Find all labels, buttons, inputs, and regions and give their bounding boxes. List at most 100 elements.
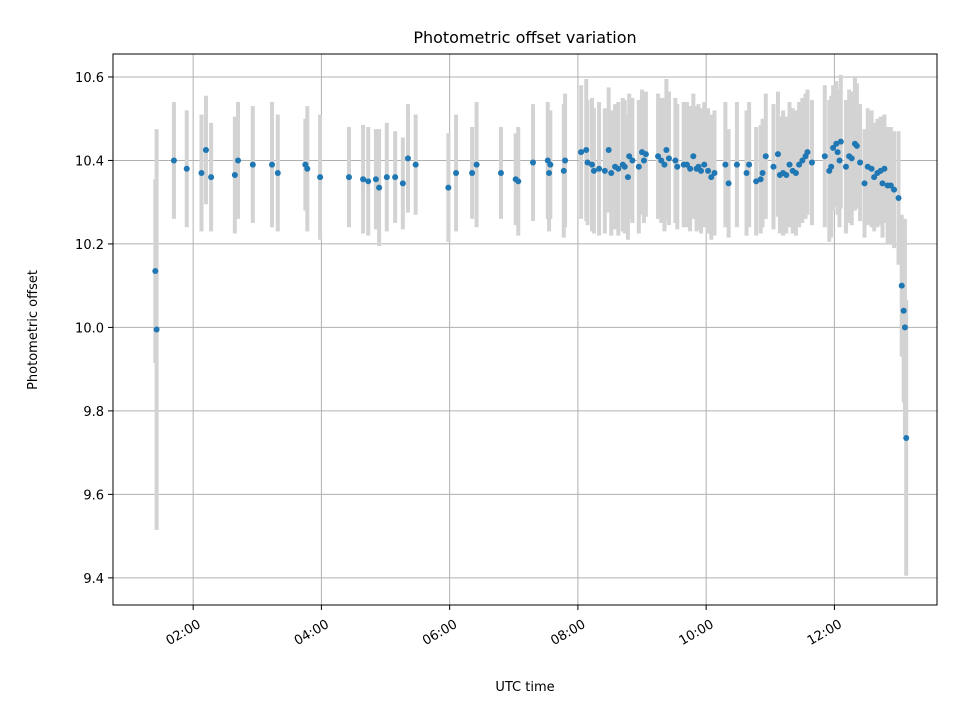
data-point (868, 165, 875, 172)
chart-title: Photometric offset variation (413, 28, 636, 47)
data-point (152, 268, 159, 275)
data-point (725, 180, 732, 187)
data-points (152, 138, 910, 442)
data-point (360, 176, 367, 183)
x-tick-label: 02:00 (164, 617, 204, 649)
data-point (372, 176, 379, 183)
data-point (583, 147, 590, 154)
data-point (683, 161, 690, 168)
data-point (560, 167, 567, 174)
data-point (624, 174, 631, 181)
data-point (601, 167, 608, 174)
x-tick-label: 06:00 (420, 617, 460, 649)
data-point (663, 147, 670, 154)
data-point (887, 182, 894, 189)
data-point (621, 163, 628, 170)
data-point (853, 142, 860, 149)
data-point (830, 144, 837, 151)
data-point (153, 326, 160, 333)
data-point (711, 169, 718, 176)
data-point (661, 161, 668, 168)
data-point (615, 165, 622, 172)
data-point (547, 161, 554, 168)
data-point (629, 157, 636, 164)
data-point (762, 153, 769, 160)
data-point (665, 155, 672, 162)
data-point (770, 163, 777, 170)
data-point (879, 180, 886, 187)
data-point (898, 282, 905, 289)
data-point (836, 157, 843, 164)
x-tick-label: 10:00 (677, 617, 717, 649)
data-point (687, 165, 694, 172)
data-point (202, 147, 209, 154)
data-point (834, 149, 841, 156)
data-point (198, 169, 205, 176)
data-point (392, 174, 399, 181)
y-axis: 9.4 9.6 9.8 10.0 10.2 10.4 10.6 (75, 71, 113, 587)
data-point (674, 163, 681, 170)
data-point (635, 163, 642, 170)
y-tick-label: 9.8 (83, 405, 104, 420)
data-point (833, 140, 840, 147)
data-point (170, 157, 177, 164)
data-point (404, 155, 411, 162)
data-point (658, 157, 665, 164)
data-point (642, 151, 649, 158)
data-point (705, 167, 712, 174)
data-point (672, 157, 679, 164)
data-point (365, 178, 372, 185)
data-point (861, 180, 868, 187)
data-point (626, 153, 633, 160)
data-point (698, 167, 705, 174)
data-point (235, 157, 242, 164)
data-point (473, 161, 480, 168)
data-point (828, 163, 835, 170)
error-bars (153, 74, 909, 576)
data-point (578, 149, 585, 156)
data-point (690, 153, 697, 160)
data-point (515, 178, 522, 185)
data-point (871, 174, 878, 181)
data-point (759, 169, 766, 176)
x-tick-label: 12:00 (805, 617, 845, 649)
data-point (900, 307, 907, 314)
data-point (796, 161, 803, 168)
data-point (821, 153, 828, 160)
data-point (376, 184, 383, 191)
data-point (837, 138, 844, 145)
data-point (722, 161, 729, 168)
data-point (453, 169, 460, 176)
y-tick-label: 10.0 (75, 321, 104, 336)
data-point (783, 172, 790, 179)
data-point (701, 161, 708, 168)
data-point (708, 174, 715, 181)
y-tick-label: 10.4 (75, 154, 104, 169)
x-tick-label: 04:00 (292, 617, 332, 649)
data-point (786, 161, 793, 168)
data-point (746, 161, 753, 168)
data-point (608, 169, 615, 176)
y-axis-label: Photometric offset (26, 270, 41, 390)
y-tick-label: 10.6 (75, 71, 104, 86)
data-point (304, 165, 311, 172)
data-point (469, 169, 476, 176)
data-point (231, 172, 238, 179)
data-point (848, 155, 855, 162)
data-point (881, 165, 888, 172)
data-point (655, 153, 662, 160)
data-point (383, 174, 390, 181)
data-point (792, 169, 799, 176)
data-point (445, 184, 452, 191)
data-point (774, 151, 781, 158)
data-point (274, 169, 281, 176)
data-point (269, 161, 276, 168)
data-point (804, 149, 811, 156)
y-tick-label: 9.4 (83, 572, 104, 587)
plot-frame (112, 53, 938, 606)
data-point (345, 174, 352, 181)
data-point (530, 159, 537, 166)
data-point (903, 435, 910, 442)
data-point (842, 163, 849, 170)
